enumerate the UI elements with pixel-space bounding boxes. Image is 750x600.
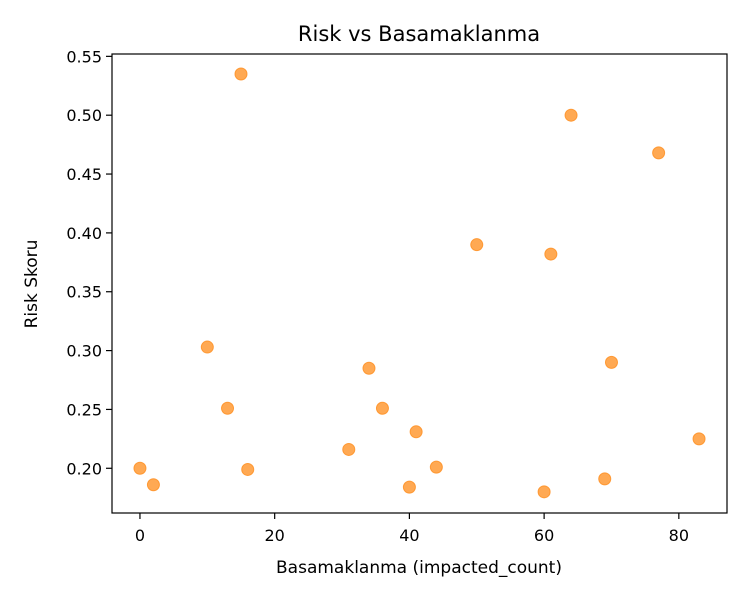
y-tick-label-0.40: 0.40 — [66, 224, 102, 243]
data-point-19 — [692, 432, 706, 446]
data-point-13 — [537, 485, 551, 499]
data-point-12 — [470, 238, 484, 252]
data-point-14 — [544, 247, 558, 261]
y-tick-label-0.55: 0.55 — [66, 47, 102, 66]
chart-title: Risk vs Basamaklanma — [298, 22, 540, 46]
plot-area: 0 20 40 60 80 0.20 0.25 0.30 0.35 0.40 0.45 0.50 0.5… — [66, 47, 728, 545]
x-tick-label-40: 40 — [399, 526, 419, 545]
y-tick-label-0.20: 0.20 — [66, 459, 102, 478]
x-tick-label-20: 20 — [264, 526, 284, 545]
data-point-4 — [234, 67, 248, 81]
data-point-10 — [409, 425, 423, 439]
x-tick-label-80: 80 — [669, 526, 689, 545]
y-tick-label-0.50: 0.50 — [66, 106, 102, 125]
x-axis-label: Basamaklanma (impacted_count) — [276, 558, 562, 578]
y-axis-label: Risk Skoru — [22, 240, 42, 329]
data-point-7 — [362, 361, 376, 375]
data-point-5 — [241, 462, 255, 476]
y-tick-label-0.35: 0.35 — [66, 283, 102, 302]
y-tick-label-0.25: 0.25 — [66, 400, 102, 419]
data-point-3 — [221, 401, 235, 415]
plot-frame — [111, 53, 728, 514]
x-tick-label-60: 60 — [534, 526, 554, 545]
y-tick-label-0.45: 0.45 — [66, 165, 102, 184]
x-tick-label-0: 0 — [135, 526, 145, 545]
data-point-6 — [342, 442, 356, 456]
data-point-2 — [200, 340, 214, 354]
data-point-18 — [652, 146, 666, 160]
data-point-15 — [564, 108, 578, 122]
data-point-17 — [604, 355, 618, 369]
data-point-9 — [402, 480, 416, 494]
data-point-0 — [133, 461, 147, 475]
data-point-8 — [375, 401, 389, 415]
y-tick-label-0.30: 0.30 — [66, 342, 102, 361]
data-point-11 — [429, 460, 443, 474]
data-point-16 — [598, 472, 612, 486]
data-point-1 — [146, 478, 160, 492]
